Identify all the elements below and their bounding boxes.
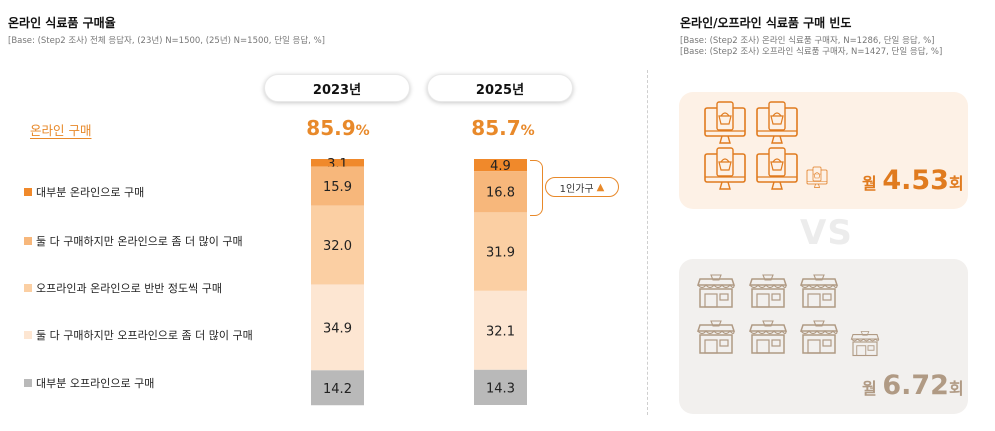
section-divider [647,70,648,415]
single-household-brace [530,160,543,216]
bar-value-label: 16.8 [486,186,515,201]
bar-value-label: 14.3 [486,381,515,396]
bar-value-label: 32.1 [486,324,515,339]
bar-segment [311,370,364,406]
bar-value-label: 4.9 [490,159,511,174]
bar-segment [311,284,364,371]
online-frequency-panel [679,92,968,209]
legend-item-more-online: 둘 다 구매하지만 온라인으로 좀 더 많이 구매 [24,233,243,249]
bar-segment [474,159,527,172]
legend-swatch [24,188,32,196]
computer-basket-icon [704,147,746,190]
computer-basket-icon [756,147,798,190]
legend-label: 오프라인과 온라인으로 반반 정도씩 구매 [36,282,223,295]
bar-segment [311,205,364,285]
frequency-base-offline: [Base: (Step2 조사) 오프라인 식료품 구매자, N=1427, … [680,47,943,57]
computer-basket-icon [806,166,828,188]
single-household-label: 1인가구 [559,183,594,195]
vs-label: VS [800,213,853,253]
bar-segment [474,290,527,370]
single-household-badge: 1인가구 ▲ [545,177,619,197]
bar-value-label: 31.9 [486,246,515,261]
bar-segment [474,212,527,291]
online-icon-row [704,101,828,190]
frequency-title: 온라인/오프라인 식료품 구매 빈도 [680,16,852,30]
online-frequency-value: 월 4.53회 [862,165,964,196]
store-icon [799,320,839,354]
store-icon [696,274,736,308]
store-icon [850,331,880,357]
legend-swatch [24,331,32,339]
year-2023-label: 2023년 [264,74,410,102]
store-icon [696,320,736,354]
store-icon [748,274,788,308]
bar-segment [474,369,527,405]
legend-label: 둘 다 구매하지만 오프라인으로 좀 더 많이 구매 [36,329,253,342]
online-rate-2023: 85.9% [306,116,370,140]
legend-item-half-half: 오프라인과 온라인으로 반반 정도씩 구매 [24,280,222,296]
bar-value-label: 34.9 [323,321,352,336]
chart-title: 온라인 식료품 구매율 [8,16,116,30]
bar-segment [474,171,527,213]
computer-basket-icon [756,101,798,144]
stacked-bar-chart: 3.115.932.034.914.24.916.831.932.114.3 [311,157,527,406]
year-2025-label: 2025년 [427,74,573,102]
bar-segment [311,166,364,206]
legend-swatch [24,284,32,292]
legend-item-mostly-offline: 대부분 오프라인으로 구매 [24,375,154,391]
bar-value-label: 15.9 [323,180,352,195]
online-rate-2025: 85.7% [471,116,535,140]
store-icon [748,320,788,354]
store-icon [799,274,839,308]
legend-item-mostly-online: 대부분 온라인으로 구매 [24,184,144,200]
offline-frequency-panel [679,259,968,414]
computer-basket-icon [704,101,746,144]
bar-value-label: 14.2 [323,382,352,397]
offline-icon-row [696,274,880,357]
legend-label: 둘 다 구매하지만 온라인으로 좀 더 많이 구매 [36,235,243,248]
legend-label: 대부분 오프라인으로 구매 [36,377,155,390]
legend-swatch [24,379,32,387]
bar-value-label: 32.0 [323,239,352,254]
bar-segment [311,159,364,167]
up-arrow-icon: ▲ [596,181,605,193]
legend-swatch [24,237,32,245]
chart-base-note: [Base: (Step2 조사) 전체 응답자, (23년) N=1500, … [8,36,325,46]
offline-frequency-value: 월 6.72회 [862,370,964,401]
online-purchase-label: 온라인 구매 [30,123,92,138]
legend-item-more-offline: 둘 다 구매하지만 오프라인으로 좀 더 많이 구매 [24,327,253,343]
frequency-base-online: [Base: (Step2 조사) 온라인 식료품 구매자, N=1286, 단… [680,36,935,46]
legend-label: 대부분 온라인으로 구매 [36,186,145,199]
